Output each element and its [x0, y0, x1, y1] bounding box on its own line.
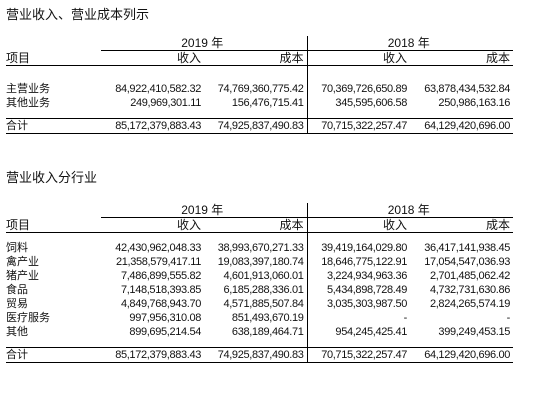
- cost-2019-cell: 851,493,670.19: [231, 312, 304, 324]
- total-cost-2019: 74,925,837,490.83: [204, 118, 307, 134]
- revenue-2019-header: 收入: [101, 217, 204, 233]
- revenue-2019-cell: 84,922,410,582.32: [115, 83, 201, 95]
- total-cost-2018: 64,129,420,696.00: [410, 118, 513, 134]
- cost-2019-cell: 19,083,397,180.74: [217, 256, 304, 268]
- total-revenue-2018: 70,715,322,257.47: [306, 347, 410, 363]
- cost-2019-cell: 4,601,913,060.01: [223, 270, 304, 282]
- year-2018-label: 2018 年: [387, 203, 430, 217]
- revenue-2018-cell: 70,369,726,650.89: [306, 82, 410, 96]
- column-header-row: 项目 收入 成本 收入 成本: [6, 50, 513, 66]
- revenue-2019-cell: 21,358,579,417.11: [116, 256, 201, 268]
- revenue-2019-cell: 42,430,962,048.33: [115, 242, 201, 254]
- cost-2019-cell: 6,185,288,336.01: [223, 284, 304, 296]
- revenue-2018-cell: 345,595,606.58: [306, 96, 410, 110]
- revenue-2018-cell: 954,245,425.41: [306, 325, 410, 339]
- row-label: 其他业务: [6, 96, 50, 109]
- row-label: 饲料: [6, 241, 28, 254]
- total-label: 合计: [6, 118, 101, 134]
- revenue-2018-cell: 3,035,303,987.50: [306, 297, 410, 311]
- spacer-row: [6, 65, 513, 74]
- cost-2018-cell: 63,878,434,532.84: [424, 83, 510, 95]
- item-column-header: 项目: [6, 217, 101, 233]
- cost-2019-cell: 4,571,885,507.84: [223, 298, 304, 310]
- total-cost-2018: 64,129,420,696.00: [410, 347, 513, 363]
- section-title-revenue-cost: 营业收入、营业成本列示: [6, 8, 150, 23]
- revenue-2018-cell: -: [306, 311, 410, 325]
- blank-header-cell: [6, 203, 101, 218]
- revenue-2019-cell: 899,695,214.54: [129, 326, 201, 338]
- revenue-2019-header: 收入: [101, 50, 204, 66]
- row-label: 贸易: [6, 297, 28, 310]
- revenue-2018-cell: 3,224,934,963.36: [306, 269, 410, 283]
- cost-2018-cell: 250,986,163.16: [438, 97, 510, 109]
- cost-2018-cell: 4,732,731,630.86: [429, 284, 510, 296]
- revenue-2018-header: 收入: [306, 50, 410, 66]
- spacer-row: [6, 339, 513, 348]
- year-2018-label: 2018 年: [387, 36, 430, 50]
- cost-2019-cell: 74,769,360,775.42: [217, 83, 304, 95]
- spacer-row: [6, 232, 513, 241]
- table-row: 食品 7,148,518,393.85 6,185,288,336.01 5,4…: [6, 283, 513, 297]
- table-row: 主营业务 84,922,410,582.32 74,769,360,775.42…: [6, 82, 513, 96]
- row-label: 猪产业: [6, 269, 39, 282]
- table-row: 贸易 4,849,768,943.70 4,571,885,507.84 3,0…: [6, 297, 513, 311]
- year-2019-header: 2019 年: [101, 36, 307, 51]
- table-row: 禽产业 21,358,579,417.11 19,083,397,180.74 …: [6, 255, 513, 269]
- year-2019-label: 2019 年: [181, 203, 224, 217]
- revenue-2018-cell: 5,434,898,728.49: [306, 283, 410, 297]
- cost-2019-cell: 156,476,715.41: [231, 97, 304, 109]
- total-cost-2019: 74,925,837,490.83: [204, 347, 307, 363]
- row-label: 禽产业: [6, 255, 39, 268]
- total-row: 合计 85,172,379,883.43 74,925,837,490.83 7…: [6, 347, 513, 363]
- year-header-row: 2019 年 2018 年: [6, 203, 513, 218]
- cost-2018-cell: 2,701,485,062.42: [429, 270, 510, 282]
- revenue-by-industry-table: 2019 年 2018 年 项目 收入 成本 收入 成本 饲料 42,430,9…: [6, 203, 513, 363]
- cost-2018-header: 成本: [410, 50, 513, 66]
- year-2018-header: 2018 年: [306, 36, 513, 51]
- revenue-cost-table: 2019 年 2018 年 项目 收入 成本 收入 成本 主营业务 84,922…: [6, 36, 513, 134]
- revenue-2019-cell: 4,849,768,943.70: [120, 298, 201, 310]
- revenue-2019-cell: 7,148,518,393.85: [120, 284, 201, 296]
- section-title-revenue-by-industry: 营业收入分行业: [6, 171, 98, 186]
- cost-2019-cell: 38,993,670,271.33: [217, 242, 304, 254]
- row-label: 其他: [6, 325, 28, 338]
- revenue-2019-cell: 249,969,301.11: [130, 97, 201, 109]
- row-label: 医疗服务: [6, 311, 50, 324]
- cost-2018-header: 成本: [410, 217, 513, 233]
- cost-2018-cell: 2,824,265,574.19: [429, 298, 510, 310]
- cost-2018-cell: -: [506, 312, 511, 324]
- row-label: 主营业务: [6, 82, 50, 95]
- row-label: 食品: [6, 283, 28, 296]
- total-label: 合计: [6, 347, 101, 363]
- cost-2019-header: 成本: [204, 50, 307, 66]
- cost-2018-cell: 399,249,453.15: [438, 326, 510, 338]
- revenue-2018-header: 收入: [306, 217, 410, 233]
- table-row: 饲料 42,430,962,048.33 38,993,670,271.33 3…: [6, 241, 513, 255]
- revenue-2018-cell: 18,646,775,122.91: [306, 255, 410, 269]
- cost-2018-cell: 36,417,141,938.45: [424, 242, 510, 254]
- total-revenue-2019: 85,172,379,883.43: [101, 347, 204, 363]
- cost-2019-cell: 638,189,464.71: [231, 326, 304, 338]
- table-row: 其他 899,695,214.54 638,189,464.71 954,245…: [6, 325, 513, 339]
- spacer-row: [6, 110, 513, 119]
- item-column-header: 项目: [6, 50, 101, 66]
- revenue-2018-cell: 39,419,164,029.80: [306, 241, 410, 255]
- cost-2018-cell: 17,054,547,036.93: [424, 256, 510, 268]
- year-header-row: 2019 年 2018 年: [6, 36, 513, 51]
- revenue-2019-cell: 997,956,310.08: [129, 312, 201, 324]
- revenue-2019-cell: 7,486,899,555.82: [120, 270, 201, 282]
- year-2018-header: 2018 年: [306, 203, 513, 218]
- table-row: 其他业务 249,969,301.11 156,476,715.41 345,5…: [6, 96, 513, 110]
- total-row: 合计 85,172,379,883.43 74,925,837,490.83 7…: [6, 118, 513, 134]
- table-row: 医疗服务 997,956,310.08 851,493,670.19 - -: [6, 311, 513, 325]
- spacer-row: [6, 74, 513, 82]
- total-revenue-2019: 85,172,379,883.43: [101, 118, 204, 134]
- blank-header-cell: [6, 36, 101, 51]
- total-revenue-2018: 70,715,322,257.47: [306, 118, 410, 134]
- cost-2019-header: 成本: [204, 217, 307, 233]
- column-header-row: 项目 收入 成本 收入 成本: [6, 217, 513, 233]
- year-2019-label: 2019 年: [181, 36, 224, 50]
- table-row: 猪产业 7,486,899,555.82 4,601,913,060.01 3,…: [6, 269, 513, 283]
- year-2019-header: 2019 年: [101, 203, 307, 218]
